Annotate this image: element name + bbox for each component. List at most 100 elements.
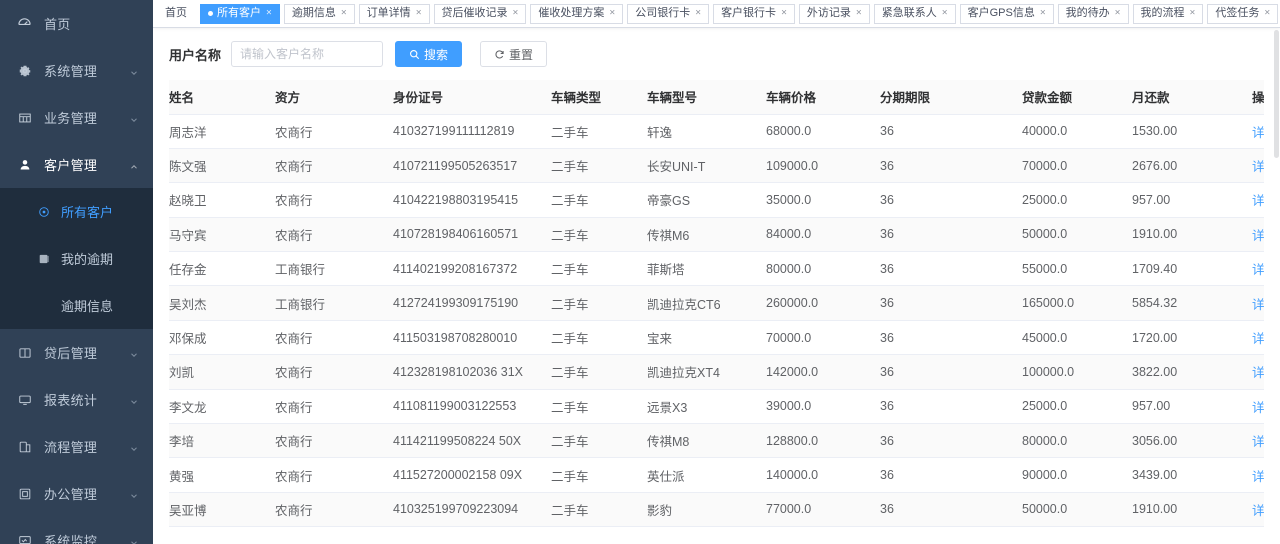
table-row[interactable]: 邓保成 农商行 411503198708280010 二手车 宝来 70000.0 36 45… [169,320,1264,356]
tab-label: 逾期信息 [291,7,336,19]
table-cell: 3056.00 [1132,423,1252,459]
table-cell: 农商行 [275,354,393,390]
tab-item[interactable]: 客户银行卡 × [713,3,795,24]
table-header-row: 姓名资方身份证号车辆类型车辆型号车辆价格分期期限贷款金额月还款操作 [169,80,1264,115]
scrollbar-thumb[interactable] [1274,30,1279,158]
detail-link[interactable]: 详情 [1252,160,1264,175]
tab-label: 代签任务 [1215,7,1260,19]
detail-link[interactable]: 详情 [1252,125,1264,140]
table-row[interactable]: 吴刘杰 工商银行 412724199309175190 二手车 凯迪拉克CT6 26000… [169,285,1264,321]
detail-link[interactable]: 详情 [1252,366,1264,381]
table-cell: 3822.00 [1132,354,1252,390]
table-cell: 农商行 [275,217,393,253]
table-column-header: 操作 [1252,80,1264,115]
search-input[interactable] [231,41,384,67]
table-row[interactable]: 任存金 工商银行 411402199208167372 二手车 菲斯塔 80000.0 36… [169,251,1264,287]
table-cell-actions: 详情 [1252,492,1264,528]
sidebar-item-label: 流程管理 [44,440,98,455]
sidebar-item-home[interactable]: 首页 [0,0,153,47]
table-row[interactable]: 李文龙 农商行 411081199003122553 二手车 远景X3 39000.0 36… [169,389,1264,425]
tab-close-icon[interactable]: × [512,7,519,18]
sidebar-item-label: 首页 [44,17,71,32]
tab-item[interactable]: 逾期信息 × [283,3,355,24]
table-cell: 1709.40 [1132,251,1252,287]
table-cell: 黄强 [169,457,275,493]
table-cell: 128800.0 [766,423,880,459]
search-button[interactable]: 搜索 [395,41,463,67]
sidebar-item-system-monitor[interactable]: 系统监控 [0,517,153,544]
table-cell: 410325199709223094 [393,492,551,528]
tab-item[interactable]: 所有客户 × [200,3,280,24]
sidebar-item-system-management[interactable]: 系统管理 [0,47,153,94]
tab-close-icon[interactable]: × [1264,7,1271,18]
tab-close-icon[interactable]: × [340,7,347,18]
table-row[interactable]: 赵晓卫 农商行 410422198803195415 二手车 帝豪GS 35000.0 36… [169,182,1264,218]
table-cell: 凯迪拉克XT4 [647,354,766,390]
table-cell: 36 [880,182,1022,218]
tab-close-icon[interactable]: × [415,7,422,18]
table-cell: 3439.00 [1132,457,1252,493]
tab-item[interactable]: 贷后催收记录 × [433,3,527,24]
tab-item[interactable]: 首页 [161,3,196,24]
tab-item[interactable]: 紧急联系人 × [873,3,956,24]
table-cell: 410721199505263517 [393,148,551,184]
sidebar-item-business-management[interactable]: 业务管理 [0,94,153,141]
tab-item[interactable]: 公司银行卡 × [627,3,710,24]
detail-link[interactable]: 详情 [1252,228,1264,243]
tab-close-icon[interactable]: × [1039,7,1046,18]
table-column-header: 姓名 [169,80,275,115]
table-cell: 36 [880,217,1022,253]
tab-close-icon[interactable]: × [1114,7,1121,18]
tab-close-icon[interactable]: × [266,7,272,18]
table-cell: 1910.00 [1132,217,1252,253]
table-cell: 1530.00 [1132,114,1252,149]
sidebar-item-office-management[interactable]: 办公管理 [0,470,153,517]
tab-close-icon[interactable]: × [781,7,787,18]
table-row[interactable]: 李培 农商行 411421199508224 50X 二手车 传祺M8 128800.0 3… [169,423,1264,459]
sidebar-subitem-overdue-info[interactable]: 逾期信息 [0,282,153,329]
table-row[interactable]: 马守宾 农商行 410728198406160571 二手车 传祺M6 84000.0 36… [169,217,1264,253]
tab-item[interactable]: 我的流程 × [1132,3,1204,24]
sidebar-item-report-statistics[interactable]: 报表统计 [0,376,153,423]
tab-close-icon[interactable]: × [941,7,948,18]
tab-bar[interactable]: 首页 所有客户 × 逾期信息 × 订单详情 × 贷后催收记录 × 催收处理方案 × 公司银行卡 × 客户银… [153,0,1280,28]
table-column-header: 车辆型号 [647,80,766,115]
sidebar-item-process-management[interactable]: 流程管理 [0,423,153,470]
table-row[interactable]: 周志洋 农商行 410327199111112819 二手车 轩逸 68000.0 36 40… [169,114,1264,149]
office-icon [16,485,33,502]
sidebar-item-customer-management[interactable]: 客户管理 [0,141,153,188]
table-row[interactable]: 吴亚博 农商行 410325199709223094 二手车 影豹 77000.0 36 50… [169,492,1264,528]
circle-dot-icon [36,204,51,219]
sidebar-item-post-loan-management[interactable]: 贷后管理 [0,329,153,376]
detail-link[interactable]: 详情 [1252,332,1264,347]
tab-close-icon[interactable]: × [1189,7,1196,18]
tab-close-icon[interactable]: × [695,7,702,18]
detail-link[interactable]: 详情 [1252,263,1264,278]
sidebar-subitem-my-overdue[interactable]: 我的逾期 [0,235,153,282]
table-row[interactable]: 陈文强 农商行 410721199505263517 二手车 长安UNI-T 109000… [169,148,1264,184]
detail-link[interactable]: 详情 [1252,297,1264,312]
detail-link[interactable]: 详情 [1252,469,1264,484]
detail-link[interactable]: 详情 [1252,194,1264,209]
tab-label: 紧急联系人 [881,7,937,19]
tab-item[interactable]: 我的待办 × [1057,3,1129,24]
table-row[interactable]: 刘凯 农商行 412328198102036 31X 二手车 凯迪拉克XT4 142000… [169,354,1264,390]
table-cell: 68000.0 [766,114,880,149]
tab-item[interactable]: 代签任务 × [1207,3,1279,24]
tab-item[interactable]: 外访记录 × [798,3,870,24]
table-row[interactable]: 黄强 农商行 411527200002158 09X 二手车 英仕派 140000.0 36… [169,457,1264,493]
tab-label: 首页 [165,7,187,19]
tab-item[interactable]: 催收处理方案 × [530,3,624,24]
tab-item[interactable]: 订单详情 × [358,3,430,24]
reset-button[interactable]: 重置 [480,41,548,67]
tab-close-icon[interactable]: × [609,7,616,18]
detail-link[interactable]: 详情 [1252,400,1264,415]
vertical-scrollbar[interactable] [1273,28,1280,544]
table-cell: 80000.0 [1022,423,1132,459]
sidebar-subitem-all-customers[interactable]: 所有客户 [0,188,153,235]
tab-close-icon[interactable]: × [855,7,862,18]
detail-link[interactable]: 详情 [1252,435,1264,450]
tab-item[interactable]: 客户GPS信息 × [959,3,1054,24]
table-cell: 英仕派 [647,457,766,493]
detail-link[interactable]: 详情 [1252,503,1264,518]
